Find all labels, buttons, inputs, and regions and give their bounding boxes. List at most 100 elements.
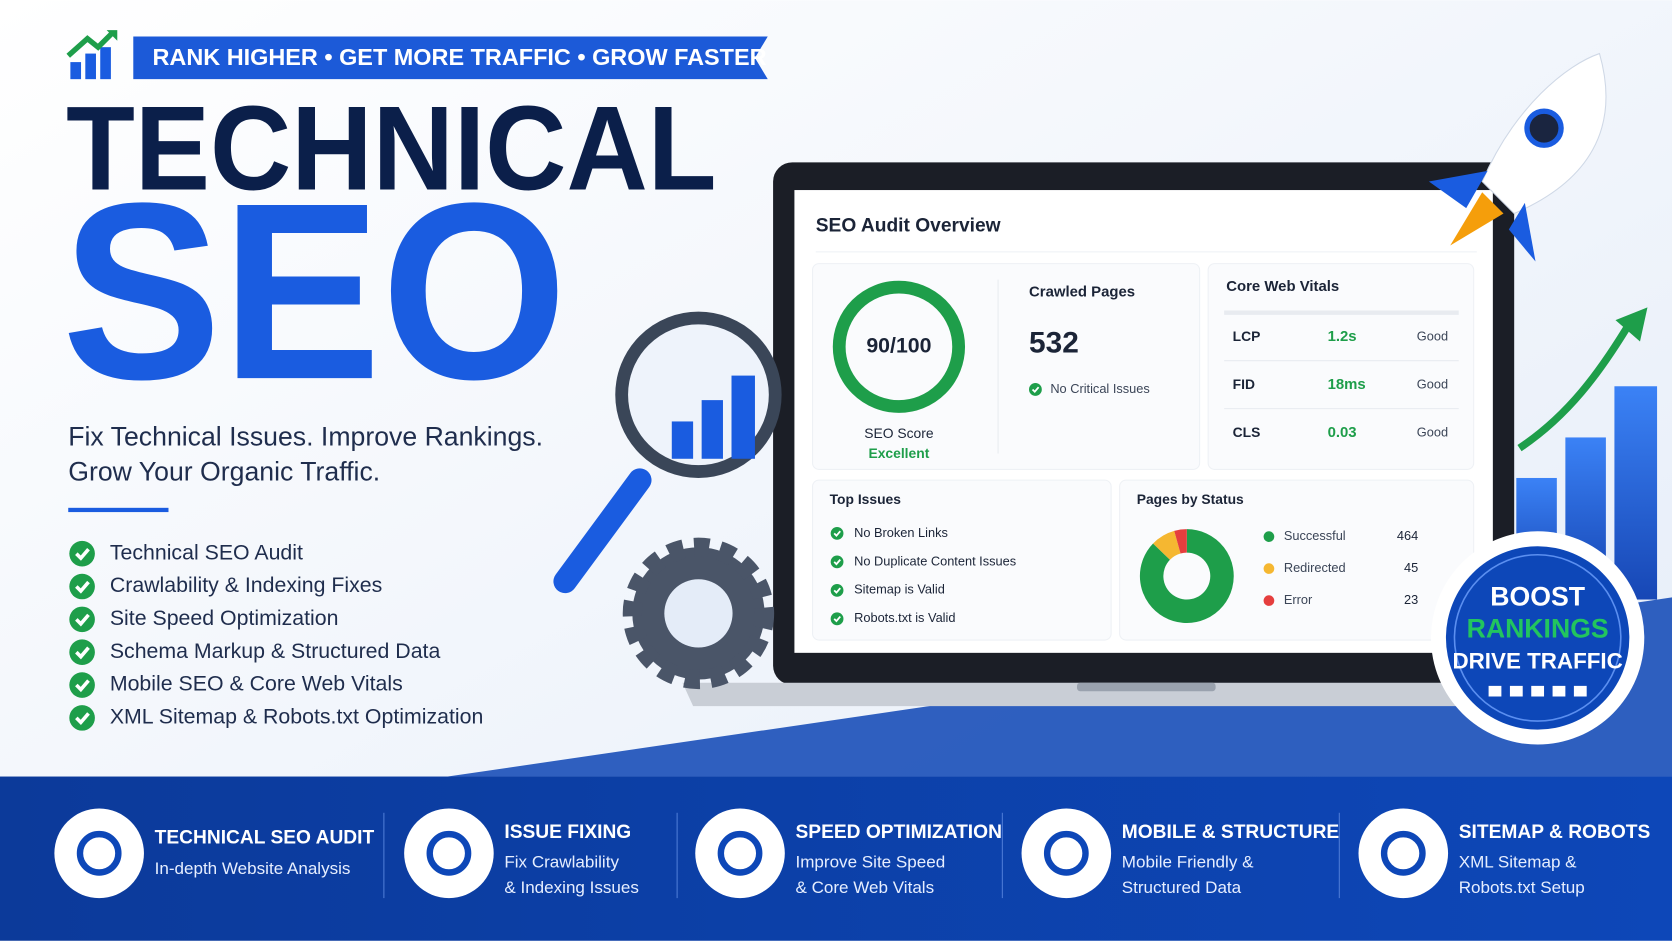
service-subtitle: Mobile Friendly & bbox=[1122, 852, 1254, 871]
check-mark bbox=[75, 613, 90, 627]
service-subtitle: Improve Site Speed bbox=[795, 852, 945, 871]
magnifier bbox=[553, 311, 782, 594]
service-title: MOBILE & STRUCTURE bbox=[1122, 822, 1340, 843]
check-mark bbox=[75, 679, 90, 693]
status-value: 464 bbox=[1397, 528, 1418, 543]
issue-item: Robots.txt is Valid bbox=[854, 610, 955, 625]
score-rating: Excellent bbox=[868, 445, 929, 461]
issue-item: Sitemap is Valid bbox=[854, 582, 945, 597]
check-icon bbox=[830, 612, 844, 626]
badge-text: RANKINGS bbox=[1467, 613, 1609, 643]
service-subtitle: & Core Web Vitals bbox=[795, 878, 934, 897]
cwv-rating: Good bbox=[1417, 425, 1448, 440]
status-name: Successful bbox=[1284, 528, 1346, 543]
score-label: SEO Score bbox=[864, 425, 934, 441]
tagline: Fix Technical Issues. Improve Rankings. bbox=[68, 422, 543, 452]
service-icon-glyph bbox=[717, 830, 763, 876]
check-mark bbox=[75, 712, 90, 726]
check-icon bbox=[69, 639, 95, 665]
badge-text: BOOST bbox=[1490, 582, 1585, 612]
service-icon-glyph bbox=[76, 830, 122, 876]
logo bbox=[66, 30, 118, 80]
feature: XML Sitemap & Robots.txt Optimization bbox=[110, 705, 484, 729]
badge bbox=[1431, 531, 1645, 745]
check-icon bbox=[830, 555, 844, 569]
service-title: ISSUE FIXING bbox=[504, 822, 631, 843]
feature: Mobile SEO & Core Web Vitals bbox=[110, 672, 403, 696]
service-title: SITEMAP & ROBOTS bbox=[1459, 822, 1651, 843]
service-icon-glyph bbox=[1043, 830, 1089, 876]
donut-segment bbox=[1139, 529, 1234, 623]
check-mark bbox=[75, 646, 90, 660]
feature: Technical SEO Audit bbox=[110, 540, 303, 564]
service-subtitle: Structured Data bbox=[1122, 878, 1242, 897]
service-icon-glyph bbox=[426, 830, 472, 876]
legend-dot bbox=[1263, 563, 1275, 574]
check-mark bbox=[833, 616, 841, 623]
service-icon-glyph bbox=[1380, 830, 1426, 876]
banner-ribbon bbox=[133, 36, 768, 80]
crawled-label: Crawled Pages bbox=[1029, 283, 1135, 300]
cwv-rating: Good bbox=[1417, 329, 1448, 344]
check-icon bbox=[830, 583, 844, 597]
feature: Schema Markup & Structured Data bbox=[110, 639, 441, 663]
cwv-metric: FID bbox=[1233, 376, 1255, 392]
banner-text: RANK HIGHER • GET MORE TRAFFIC • GROW FA… bbox=[152, 44, 766, 70]
issues-title: Top Issues bbox=[830, 491, 902, 507]
check-icon bbox=[1029, 383, 1042, 396]
cwv-metric: CLS bbox=[1233, 424, 1261, 440]
check-icon bbox=[69, 606, 95, 633]
score-value: 90/100 bbox=[866, 333, 931, 357]
service-subtitle: Robots.txt Setup bbox=[1459, 878, 1585, 897]
service-subtitle: In-depth Website Analysis bbox=[155, 859, 351, 878]
check-icon bbox=[69, 573, 95, 600]
cwv-title: Core Web Vitals bbox=[1226, 278, 1339, 295]
gear bbox=[622, 537, 775, 690]
check-icon bbox=[69, 672, 95, 698]
check-mark bbox=[1031, 386, 1040, 394]
feature: Crawlability & Indexing Fixes bbox=[110, 573, 382, 597]
divider bbox=[68, 507, 169, 513]
title-line-1: TECHNICAL bbox=[66, 83, 716, 216]
issue-item: No Duplicate Content Issues bbox=[854, 553, 1016, 568]
donut-segment bbox=[1153, 530, 1182, 561]
status-value: 23 bbox=[1404, 592, 1418, 607]
legend-dot bbox=[1263, 531, 1275, 542]
check-icon bbox=[69, 540, 95, 567]
service-icon bbox=[54, 808, 144, 899]
check-mark bbox=[833, 559, 841, 566]
service-icon bbox=[404, 808, 494, 899]
laptop bbox=[682, 162, 1568, 707]
dashboard-title: SEO Audit Overview bbox=[816, 215, 1001, 236]
check-mark bbox=[833, 587, 841, 594]
cwv-value: 18ms bbox=[1328, 376, 1366, 393]
check-mark bbox=[75, 580, 90, 594]
rocket bbox=[1428, 52, 1607, 262]
cwv-metric: LCP bbox=[1233, 328, 1261, 344]
status-title: Pages by Status bbox=[1137, 491, 1244, 507]
crawled-value: 532 bbox=[1029, 327, 1079, 360]
badge-text: DRIVE TRAFFIC bbox=[1452, 648, 1622, 673]
check-icon bbox=[69, 705, 95, 731]
cwv-rating: Good bbox=[1417, 377, 1448, 392]
tagline: Grow Your Organic Traffic. bbox=[68, 457, 380, 487]
service-subtitle: & Indexing Issues bbox=[504, 878, 639, 897]
donut-segment bbox=[1174, 529, 1188, 554]
service-title: TECHNICAL SEO AUDIT bbox=[155, 827, 375, 848]
legend-dot bbox=[1263, 595, 1275, 606]
feature: Site Speed Optimization bbox=[110, 606, 339, 630]
service-subtitle: Fix Crawlability bbox=[504, 852, 619, 871]
status-name: Redirected bbox=[1284, 560, 1346, 575]
status-name: Error bbox=[1284, 592, 1313, 607]
check-mark bbox=[75, 548, 90, 561]
cwv-value: 0.03 bbox=[1328, 424, 1357, 441]
cwv-value: 1.2s bbox=[1328, 328, 1357, 345]
service-icon bbox=[1358, 808, 1449, 899]
crawled-status: No Critical Issues bbox=[1050, 381, 1149, 396]
service-icon bbox=[695, 808, 785, 899]
service-title: SPEED OPTIMIZATION bbox=[795, 822, 1001, 843]
check-icon bbox=[830, 527, 844, 540]
service-subtitle: XML Sitemap & bbox=[1459, 852, 1577, 871]
service-icon bbox=[1021, 808, 1112, 899]
